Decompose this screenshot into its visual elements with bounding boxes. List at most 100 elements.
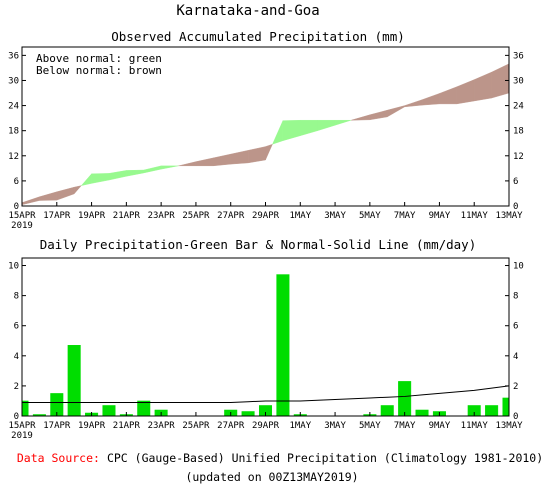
daily-year-label: 2019 [11,431,33,441]
footer-source: Data Source: CPC (Gauge-Based) Unified Pr… [17,451,543,465]
accum-year-label: 2019 [11,221,33,231]
daily-ytick-label-right: 8 [513,292,518,302]
accum-diff-segment [126,169,144,177]
daily-xtick-label: 3MAY [324,421,346,431]
accum-ytick-label-left: 30 [8,76,19,86]
daily-xtick-label: 11MAY [461,421,489,431]
accum-diff-segment [108,170,127,181]
accum-diff-segment [80,173,92,186]
daily-bar [415,409,429,417]
accum-diff-segment [21,196,40,205]
accum-legend-below: Below normal: brown [36,64,162,77]
daily-plot: 0 0 2 2 4 4 6 6 8 8 10 10 15APR 17APR 19APR 21APR 23APR 2… [8,257,524,441]
accum-diff-segment [265,143,273,161]
daily-normal-line [22,385,510,403]
accum-diff-segment [421,93,440,106]
accum-diff-segment [272,120,284,145]
daily-xtick-label: 5MAY [359,421,381,431]
accum-ytick-label-right: 18 [513,127,524,137]
accum-diff-segment [474,71,492,102]
accum-diff-segment [404,99,423,108]
daily-bar [102,405,116,417]
accum-diff-segment [56,186,75,201]
accum-diff-segment [352,114,371,121]
accum-ytick-label-left: 12 [8,152,19,162]
daily-bar [276,274,290,417]
daily-xtick-label: 13MAY [495,421,523,431]
accum-diff-segment [369,109,388,121]
daily-ytick-label-right: 10 [513,262,524,272]
accum-xtick-label: 15APR [8,211,36,221]
daily-xtick-label: 29APR [252,421,280,431]
accum-diff-segment [300,120,318,136]
daily-bar [137,400,151,417]
daily-ytick-label-left: 4 [14,352,19,362]
accum-diff-segment [387,105,405,118]
daily-bar [398,381,412,417]
accum-ytick-label-right: 24 [513,102,524,112]
accum-ytick-label-left: 24 [8,102,19,112]
daily-xtick-label: 21APR [113,421,141,431]
daily-frame [21,257,510,417]
daily-bar [502,397,510,417]
accum-diff-segment [439,86,458,105]
accum-diff-segment [230,150,249,165]
daily-ytick-label-left: 0 [14,412,19,422]
daily-xtick-label: 27APR [217,421,245,431]
accum-ytick-label-left: 36 [8,51,19,61]
accum-diff-segment [247,146,266,164]
accum-diff-segment [282,120,301,141]
accum-diff-segment [73,185,82,195]
accum-ytick-label-left: 0 [14,202,19,212]
accum-diff-segment [178,161,197,167]
accum-xtick-label: 25APR [182,211,210,221]
accum-xtick-label: 23APR [148,211,176,221]
accum-diff-segment [91,173,110,184]
daily-bar [21,400,29,417]
accum-xtick-label: 17APR [43,211,71,221]
accum-xtick-label: 7MAY [394,211,416,221]
accum-ytick-label-right: 0 [513,202,518,212]
daily-xtick-label: 9MAY [429,421,451,431]
accum-ytick-label-right: 6 [513,177,518,187]
accum-xtick-label: 29APR [252,211,280,221]
daily-ytick-label-left: 2 [14,382,19,392]
accum-xtick-label: 11MAY [461,211,489,221]
daily-ytick-label-right: 2 [513,382,518,392]
daily-bar [241,411,255,417]
accum-xtick-label: 21APR [113,211,141,221]
accum-diff-segment [317,120,336,131]
daily-xtick-label: 17APR [43,421,71,431]
daily-xtick-label: 15APR [8,421,36,431]
accum-diff-segment [456,79,475,105]
accum-xtick-label: 3MAY [324,211,346,221]
daily-ytick-label-left: 8 [14,292,19,302]
daily-bar [67,345,81,417]
accum-ytick-label-right: 30 [513,76,524,86]
accum-xtick-label: 1MAY [289,211,311,221]
daily-ytick-label-left: 6 [14,322,19,332]
footer-updated: (updated on 00Z13MAY2019) [185,470,358,484]
accum-xtick-label: 9MAY [429,211,451,221]
daily-bar [485,405,499,417]
accum-diff-segment [143,165,162,174]
accum-ytick-label-right: 36 [513,51,524,61]
accum-ytick-label-left: 6 [14,177,19,187]
accum-chart-title: Observed Accumulated Precipitation (mm) [111,29,405,44]
daily-ytick-label-left: 10 [8,262,19,272]
accum-plot: 0 0 6 6 12 12 18 18 24 24 30 30 36 36 15APR 17APR 19APR 2… [8,46,524,231]
accum-diff-segment [334,120,352,126]
daily-ytick-label-right: 0 [513,412,518,422]
daily-xtick-label: 23APR [148,421,176,431]
daily-xtick-label: 1MAY [289,421,311,431]
accum-ytick-label-right: 12 [513,152,524,162]
accum-xtick-label: 27APR [217,211,245,221]
daily-xtick-label: 7MAY [394,421,416,431]
accum-diff-segment [160,165,179,170]
accum-legend-above: Above normal: green [36,52,162,65]
accum-xtick-label: 19APR [78,211,106,221]
daily-bar [380,405,394,417]
footer-source-text: CPC (Gauge-Based) Unified Precipitation … [107,451,543,465]
accum-diff-segment [213,153,231,167]
